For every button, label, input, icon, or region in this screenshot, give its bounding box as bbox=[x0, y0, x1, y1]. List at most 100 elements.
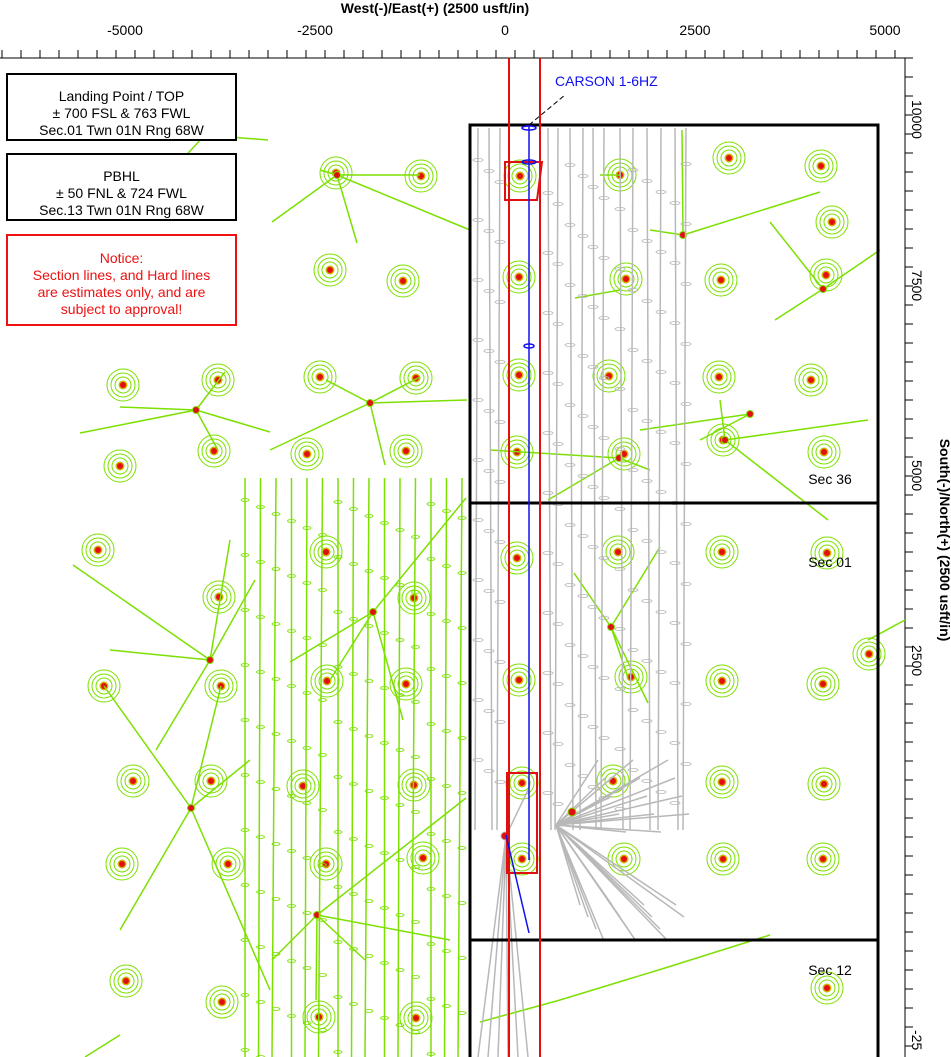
offset-well-marker bbox=[411, 755, 420, 759]
pad-well-marker bbox=[494, 299, 506, 304]
offset-well-target bbox=[804, 149, 838, 183]
pad-well-marker bbox=[552, 261, 564, 266]
offset-well-target bbox=[706, 364, 732, 390]
pad-well-marker bbox=[483, 709, 495, 714]
offset-well-target bbox=[202, 772, 220, 790]
offset-well-target bbox=[298, 445, 316, 463]
pad-well-marker bbox=[627, 588, 639, 593]
surface-location bbox=[567, 807, 577, 817]
offset-well-target bbox=[209, 989, 235, 1015]
offset-well-target bbox=[194, 764, 228, 798]
offset-well-lateral bbox=[317, 477, 324, 1057]
offset-well-target bbox=[818, 979, 836, 997]
offset-well-target bbox=[506, 264, 532, 290]
offset-well-marker bbox=[442, 564, 451, 568]
pad-well-trajectory bbox=[497, 835, 507, 1057]
pad-well-marker bbox=[587, 184, 599, 189]
offset-well-marker bbox=[426, 612, 436, 616]
offset-well-bottom-hole bbox=[122, 977, 130, 985]
pad-well-marker bbox=[472, 638, 484, 643]
offset-well-marker bbox=[271, 1007, 281, 1011]
offset-well-surface bbox=[366, 399, 374, 407]
offset-well-target bbox=[794, 363, 828, 397]
offset-well-surface bbox=[607, 623, 615, 631]
pad-well-marker bbox=[472, 337, 484, 342]
pad-well-marker bbox=[483, 288, 495, 293]
pad-well-marker bbox=[564, 643, 576, 648]
pad-well-marker bbox=[472, 217, 484, 222]
x-axis-title: West(-)/East(+) (2500 usft/in) bbox=[341, 0, 529, 16]
pad-well-marker bbox=[542, 490, 554, 495]
pad-well-marker bbox=[614, 206, 626, 211]
offset-well-target bbox=[713, 543, 731, 561]
pad-well-marker bbox=[627, 467, 639, 472]
offset-well-marker bbox=[457, 571, 467, 575]
offset-well-lateral bbox=[304, 477, 308, 1057]
offset-well-marker bbox=[256, 505, 265, 509]
offset-well-target bbox=[706, 842, 740, 876]
pad-well-marker bbox=[472, 157, 484, 162]
offset-well-marker bbox=[426, 1052, 436, 1056]
pad-well-marker bbox=[655, 309, 667, 314]
offset-well-target bbox=[613, 266, 639, 292]
pad-well-marker bbox=[669, 741, 681, 746]
offset-well-target bbox=[810, 846, 836, 872]
pad-well-marker bbox=[552, 441, 564, 446]
pad-well-marker bbox=[587, 484, 599, 489]
offset-well-target bbox=[815, 775, 833, 793]
offset-well-bottom-hole bbox=[828, 218, 836, 226]
pad-well-marker bbox=[627, 708, 639, 713]
offset-well-bottom-hole bbox=[725, 154, 733, 162]
offset-well-target bbox=[85, 537, 111, 563]
pad-well-marker bbox=[587, 665, 599, 670]
offset-well-trajectory bbox=[315, 914, 318, 1001]
offset-well-marker bbox=[271, 512, 281, 516]
offset-well-marker bbox=[395, 583, 405, 587]
offset-well-marker bbox=[380, 906, 389, 910]
offset-well-marker bbox=[302, 526, 312, 530]
offset-well-target bbox=[510, 671, 528, 689]
offset-well-marker bbox=[333, 500, 343, 504]
wellbore-marker bbox=[521, 125, 537, 131]
pad-well-marker bbox=[641, 418, 653, 423]
offset-well-target bbox=[213, 993, 231, 1011]
offset-well-target bbox=[705, 664, 739, 698]
offset-well-marker bbox=[457, 516, 467, 520]
offset-well-marker bbox=[240, 773, 250, 777]
pad-well-marker bbox=[564, 222, 576, 227]
pad-well-marker bbox=[641, 358, 653, 363]
pad-well-marker bbox=[655, 670, 667, 675]
offset-well-trajectory bbox=[610, 546, 661, 628]
offset-well-marker bbox=[240, 828, 250, 832]
offset-well-marker bbox=[380, 686, 389, 690]
offset-well-marker bbox=[271, 567, 281, 571]
offset-well-trajectory bbox=[190, 685, 222, 809]
offset-well-target bbox=[290, 437, 324, 471]
offset-well-target bbox=[506, 362, 532, 388]
offset-well-target bbox=[317, 543, 335, 561]
pad-well-marker bbox=[542, 370, 554, 375]
pad-well-marker bbox=[614, 506, 626, 511]
offset-well-marker bbox=[457, 901, 467, 905]
offset-well-bottom-hole bbox=[620, 855, 628, 863]
offset-well-surface bbox=[206, 656, 214, 664]
offset-well-target bbox=[810, 536, 844, 570]
well-label-leader bbox=[528, 94, 566, 126]
offset-well-trajectory bbox=[190, 759, 251, 809]
pad-well-marker bbox=[494, 720, 506, 725]
offset-well-target bbox=[513, 774, 531, 792]
section-line-boundary bbox=[468, 123, 880, 1057]
offset-well-marker bbox=[364, 954, 374, 958]
offset-well-target bbox=[798, 367, 824, 393]
offset-well-target bbox=[109, 964, 143, 998]
offset-well-target bbox=[201, 438, 227, 464]
offset-well-marker bbox=[256, 670, 265, 674]
offset-well-trajectory bbox=[325, 379, 371, 404]
pad-well-marker bbox=[587, 725, 599, 730]
pad-well-lateral bbox=[600, 127, 605, 831]
offset-well-target bbox=[615, 850, 633, 868]
offset-well-target bbox=[95, 677, 113, 695]
offset-well-target bbox=[389, 434, 423, 468]
pad-well-marker bbox=[655, 429, 667, 434]
offset-well-trajectory bbox=[769, 221, 824, 290]
